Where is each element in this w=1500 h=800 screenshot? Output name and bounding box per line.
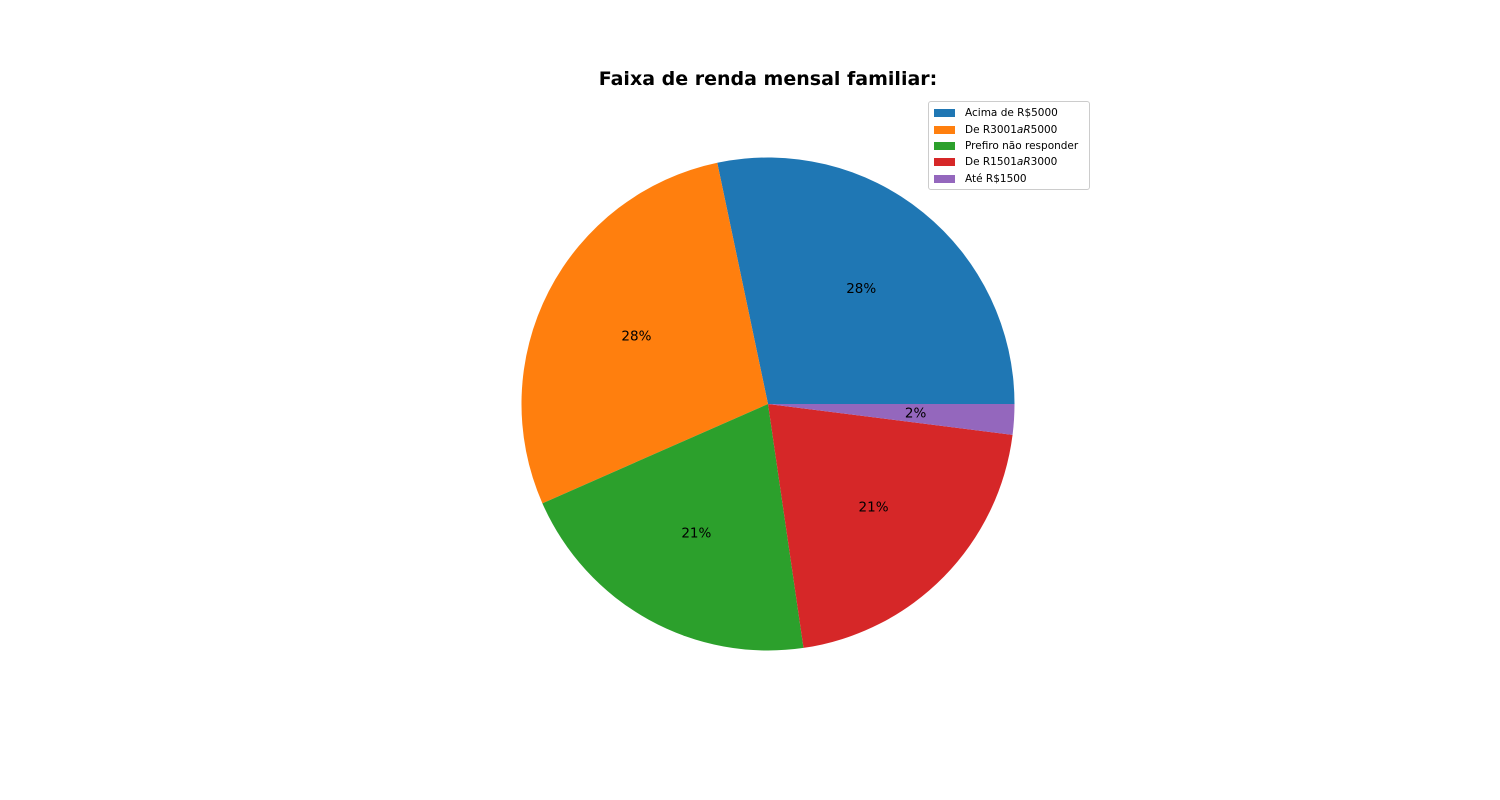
pie-slice-0 bbox=[717, 157, 1015, 404]
legend-swatch-4 bbox=[934, 174, 955, 183]
legend-item-4: Até R$1500 bbox=[929, 171, 1089, 187]
chart-title: Faixa de renda mensal familiar: bbox=[598, 68, 938, 90]
slice-value-label-0: 28% bbox=[846, 281, 876, 297]
pie-slice-1 bbox=[521, 162, 768, 504]
slice-value-label-3: 21% bbox=[859, 500, 889, 516]
legend: Acima de R$5000 De R3001aR5000 Prefiro não… bbox=[928, 101, 1090, 190]
pie-slice-2 bbox=[542, 404, 804, 651]
slice-value-label-1: 28% bbox=[621, 328, 651, 344]
pie-slice-3 bbox=[768, 404, 1013, 648]
legend-swatch-0 bbox=[934, 109, 955, 118]
legend-item-1: De R3001aR5000 bbox=[929, 121, 1089, 137]
legend-label-2: Prefiro não responder bbox=[965, 139, 1079, 152]
legend-label-1: De R3001aR5000 bbox=[965, 123, 1058, 136]
legend-label-3: De R1501aR3000 bbox=[965, 156, 1058, 169]
legend-swatch-3 bbox=[934, 158, 955, 167]
legend-swatch-1 bbox=[934, 125, 955, 134]
slice-value-label-4: 2% bbox=[905, 405, 927, 421]
legend-label-4: Até R$1500 bbox=[965, 172, 1027, 185]
pie-slice-4 bbox=[768, 404, 1015, 435]
legend-item-0: Acima de R$5000 bbox=[929, 105, 1089, 121]
legend-item-3: De R1501aR3000 bbox=[929, 154, 1089, 170]
legend-item-2: Prefiro não responder bbox=[929, 138, 1089, 154]
slice-value-label-2: 21% bbox=[681, 525, 711, 541]
legend-label-0: Acima de R$5000 bbox=[965, 107, 1058, 120]
legend-swatch-2 bbox=[934, 141, 955, 150]
